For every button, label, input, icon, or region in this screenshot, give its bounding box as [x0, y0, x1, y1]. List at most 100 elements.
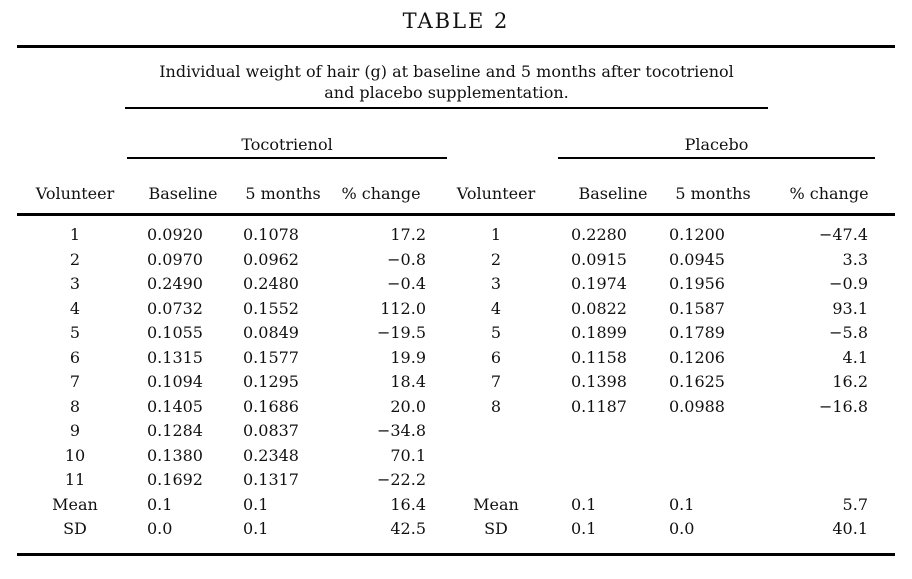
column-header-pct-change-placebo: % change: [789, 184, 869, 203]
column-header-baseline-tocotrienol: Baseline: [148, 184, 218, 203]
table-cell: 1: [69, 225, 81, 244]
table-cell: Mean: [473, 494, 519, 514]
table-row: 5 0.1055 0.0849 −19.5 5 0.1899 0.1789 −5.8: [17, 321, 895, 346]
column-header-5months-placebo: 5 months: [675, 184, 751, 203]
table-cell: 0.1: [147, 494, 173, 514]
table-cell: 0.1587: [669, 298, 725, 318]
table-cell: 16.4: [390, 494, 426, 514]
table-row: 1 0.0920 0.1078 17.2 1 0.2280 0.1200 −47.4: [17, 223, 895, 248]
group-header-placebo: Placebo: [558, 135, 875, 159]
table-cell: 8: [69, 396, 81, 416]
table-cell: 0.2490: [147, 274, 203, 293]
table-cell: [563, 468, 663, 493]
table-cell: −34.8: [376, 421, 426, 440]
table-cell: 0.0732: [147, 298, 203, 318]
group-header-row: Tocotrienol Placebo: [17, 135, 895, 159]
table-body: 1 0.0920 0.1078 17.2 1 0.2280 0.1200 −47.4 2 0.09…: [17, 216, 895, 542]
table-cell: 9: [69, 421, 81, 440]
table-cell: [429, 468, 563, 493]
column-header-row: Volunteer Baseline 5 months % change Vol…: [17, 184, 895, 204]
table-cell: SD: [484, 519, 508, 538]
table-cell: 0.1317: [243, 470, 299, 489]
column-header-pct-change-tocotrienol: % change: [341, 184, 421, 203]
table-cell: 0.1: [669, 494, 695, 514]
table-cell: 0.1284: [147, 421, 203, 440]
table-cell: 0.1295: [243, 372, 299, 391]
table-cell: 0.1552: [243, 298, 299, 318]
table-cell: 0.1974: [571, 274, 627, 293]
table-cell: [563, 444, 663, 469]
table-cell: 0.1789: [669, 323, 725, 342]
table-cell: 0.1187: [571, 396, 627, 416]
table-row: 7 0.1094 0.1295 18.4 7 0.1398 0.1625 16.2: [17, 370, 895, 395]
table-row: SD 0.0 0.1 42.5 SD 0.1 0.0 40.1: [17, 517, 895, 542]
table-cell: [429, 444, 563, 469]
table-cell: 0.0962: [243, 249, 299, 269]
table-row: 11 0.1692 0.1317 −22.2: [17, 468, 895, 493]
table-cell: 0.1577: [243, 347, 299, 367]
table-cell: 0.0: [147, 519, 173, 538]
table-cell: 5: [490, 323, 502, 342]
table-title: TABLE 2: [402, 9, 510, 33]
table-cell: [763, 444, 895, 469]
table-cell: −0.4: [387, 274, 426, 293]
caption-line-2: and placebo supplementation.: [324, 83, 569, 102]
table-cell: [763, 468, 895, 493]
table-cell: 40.1: [832, 519, 868, 538]
table-cell: −0.9: [829, 274, 868, 293]
table-cell: 8: [490, 396, 502, 416]
table-cell: 1: [490, 225, 502, 244]
table-cell: 0.0970: [147, 249, 203, 269]
caption-rule: [125, 107, 768, 109]
bottom-rule: [17, 552, 895, 556]
table-cell: 0.1315: [147, 347, 203, 367]
table-cell: 6: [69, 347, 81, 367]
table-cell: 4.1: [842, 347, 868, 367]
table-cell: 0.0822: [571, 298, 627, 318]
table-cell: 19.9: [390, 347, 426, 367]
table-cell: 0.1078: [243, 225, 299, 244]
table-caption: Individual weight of hair (g) at baselin…: [125, 61, 768, 103]
group-header-tocotrienol: Tocotrienol: [127, 135, 447, 159]
table-cell: 0.1398: [571, 372, 627, 391]
table-row: 10 0.1380 0.2348 70.1: [17, 444, 895, 469]
table-cell: 0.1686: [243, 396, 299, 416]
table-cell: 2: [69, 249, 81, 269]
table-cell: 0.1055: [147, 323, 203, 342]
table-cell: 3: [69, 274, 81, 293]
table-row: 9 0.1284 0.0837 −34.8: [17, 419, 895, 444]
caption-line-1: Individual weight of hair (g) at baselin…: [159, 62, 734, 81]
table-row: 6 0.1315 0.1577 19.9 6 0.1158 0.1206 4.1: [17, 346, 895, 371]
table-cell: Mean: [52, 494, 98, 514]
table-cell: 5: [69, 323, 81, 342]
table-cell: [663, 468, 763, 493]
table-cell: 0.1380: [147, 445, 203, 465]
table-cell: 0.1405: [147, 396, 203, 416]
table-cell: 0.1625: [669, 372, 725, 391]
table-cell: 93.1: [832, 298, 868, 318]
table-cell: [663, 444, 763, 469]
table-cell: 0.1899: [571, 323, 627, 342]
table-cell: 0.0: [669, 519, 695, 538]
table-cell: 11: [64, 470, 86, 489]
table-cell: 20.0: [390, 396, 426, 416]
table-cell: 4: [490, 298, 502, 318]
table-cell: 0.2480: [243, 274, 299, 293]
table-cell: 4: [69, 298, 81, 318]
table-cell: 0.0837: [243, 421, 299, 440]
table-row: 8 0.1405 0.1686 20.0 8 0.1187 0.0988 −16.8: [17, 395, 895, 420]
column-header-volunteer-tocotrienol: Volunteer: [35, 184, 115, 203]
table-row: 3 0.2490 0.2480 −0.4 3 0.1974 0.1956 −0.9: [17, 272, 895, 297]
table-cell: 16.2: [832, 372, 868, 391]
table-cell: 0.1094: [147, 372, 203, 391]
table-row: 2 0.0970 0.0962 −0.8 2 0.0915 0.0945 3.3: [17, 248, 895, 273]
table-cell: 3: [490, 274, 502, 293]
table-cell: 18.4: [390, 372, 426, 391]
data-table: Tocotrienol Placebo Volunteer Baseline 5…: [17, 135, 895, 556]
table-cell: −47.4: [818, 225, 868, 244]
table-cell: 0.0988: [669, 396, 725, 416]
table-cell: [563, 419, 663, 444]
table-cell: 0.0920: [147, 225, 203, 244]
table-cell: 0.0945: [669, 249, 725, 269]
